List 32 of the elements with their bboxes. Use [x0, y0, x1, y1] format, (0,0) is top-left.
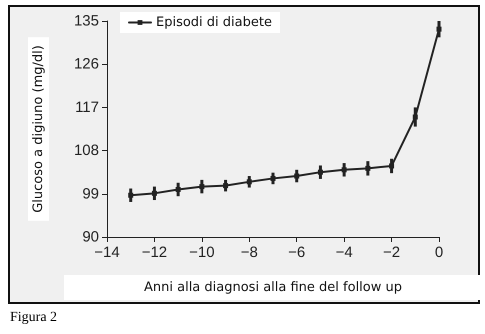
point — [294, 174, 300, 179]
x-tick-label: −12 — [142, 244, 168, 261]
point — [128, 192, 134, 198]
y-axis-title: Glucoso a digiuno (mg/dl) — [31, 45, 46, 213]
point — [270, 176, 276, 181]
y-tick-label: 108 — [74, 142, 99, 160]
point — [152, 190, 157, 196]
x-tick-label: −14 — [94, 244, 120, 261]
point — [365, 166, 370, 171]
point — [436, 26, 442, 32]
legend-label: Episodi di diabete — [156, 15, 272, 30]
x-tick-label: −8 — [240, 244, 258, 261]
y-tick-label: 135 — [74, 12, 99, 30]
point — [318, 170, 323, 175]
point — [342, 167, 347, 172]
point — [223, 183, 228, 188]
x-tick-label: −2 — [383, 244, 400, 261]
x-tick-label: −6 — [288, 244, 306, 261]
y-tick-label: 117 — [75, 98, 99, 116]
text: Figura 2 — [10, 310, 58, 326]
x-axis-title: Anni alla diagnosi alla fine del follow up — [144, 280, 402, 295]
point — [199, 184, 204, 190]
x-tick-label: −4 — [336, 244, 353, 261]
x-tick-label: −10 — [189, 244, 215, 261]
y-tick-label: 90 — [82, 228, 99, 246]
x-tick-label: 0 — [434, 244, 444, 261]
point — [176, 186, 181, 192]
point — [246, 179, 252, 184]
point — [412, 114, 418, 120]
point — [389, 163, 394, 168]
y-tick-label: 99 — [82, 185, 99, 202]
y-tick-label: 126 — [74, 56, 99, 73]
